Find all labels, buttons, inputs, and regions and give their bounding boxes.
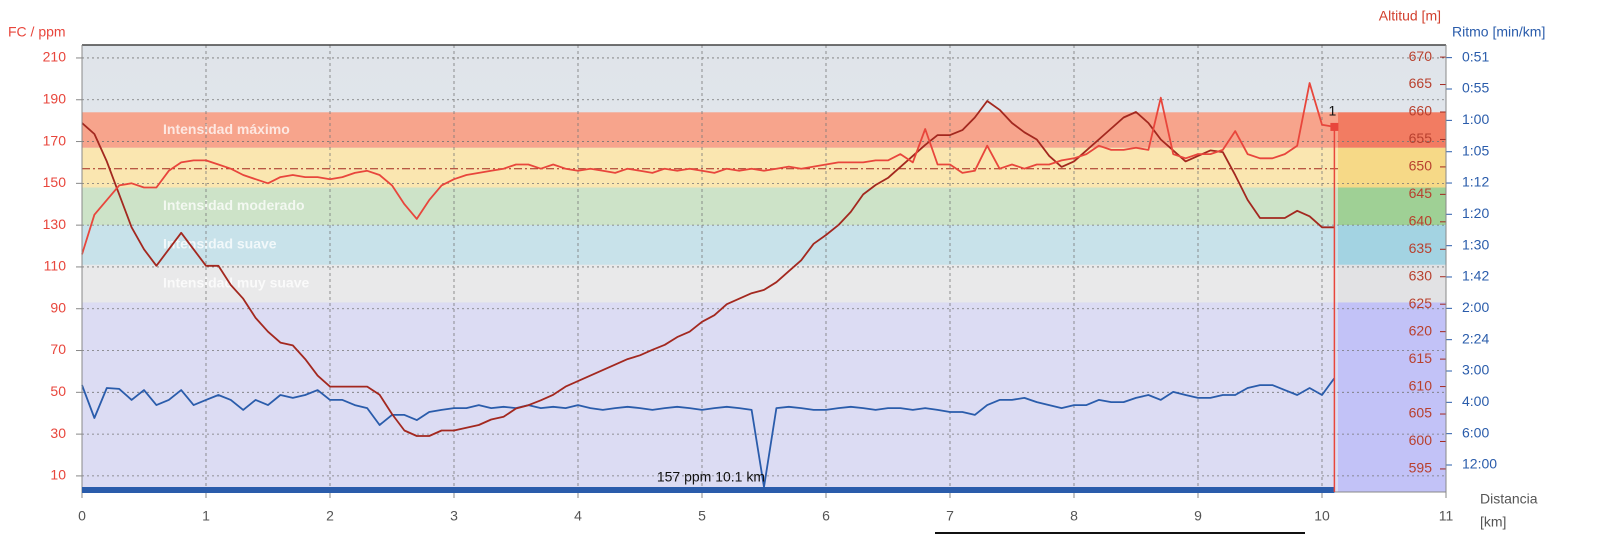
y2-tick-label: 645 xyxy=(1409,185,1433,201)
y-tick-label: 30 xyxy=(50,425,66,441)
zone-label: Intensidad máximo xyxy=(163,121,290,137)
y2-tick-label: 595 xyxy=(1409,460,1433,476)
x-tick-label: 5 xyxy=(698,508,706,524)
x-tick-label: 3 xyxy=(450,508,458,524)
zone-label: Intensidad moderado xyxy=(163,197,305,213)
y3-tick-label: 1:05 xyxy=(1462,142,1489,158)
y2-tick-label: 600 xyxy=(1409,432,1433,448)
y3-tick-label: 0:51 xyxy=(1462,48,1489,64)
y3-tick-label: 2:00 xyxy=(1462,299,1489,315)
y2-tick-label: 660 xyxy=(1409,103,1433,119)
y2-tick-label: 635 xyxy=(1409,240,1433,256)
y3-tick-label: 1:00 xyxy=(1462,111,1489,127)
y2-tick-label: 655 xyxy=(1409,130,1433,146)
y-tick-label: 90 xyxy=(50,299,66,315)
y3-tick-label: 12:00 xyxy=(1462,456,1497,472)
hr-zone xyxy=(82,225,1338,265)
hr-zone-right xyxy=(1338,225,1446,265)
y2-tick-label: 605 xyxy=(1409,405,1433,421)
y2-tick-label: 670 xyxy=(1409,48,1433,64)
y3-tick-label: 1:42 xyxy=(1462,268,1489,284)
y2-tick-label: 610 xyxy=(1409,377,1433,393)
series-line xyxy=(81,377,1336,488)
lap-label: 1 xyxy=(1329,103,1337,119)
lap-marker xyxy=(1330,122,1339,131)
x-tick-label: 10 xyxy=(1314,508,1330,524)
cursor-label: 157 ppm 10.1 km xyxy=(657,469,765,485)
y3-axis-title: Ritmo [min/km] xyxy=(1452,24,1545,40)
y-tick-label: 150 xyxy=(43,174,67,190)
series-line xyxy=(81,100,1335,437)
grid xyxy=(76,45,1452,498)
y-axis-title: FC / ppm xyxy=(8,24,66,40)
y-tick-label: 170 xyxy=(43,132,67,148)
y3-tick-label: 4:00 xyxy=(1462,393,1489,409)
x-tick-label: 11 xyxy=(1439,508,1454,524)
x-tick-label: 4 xyxy=(574,508,582,524)
y3-tick-label: 0:55 xyxy=(1462,80,1489,96)
y2-tick-label: 665 xyxy=(1409,75,1433,91)
y-tick-label: 50 xyxy=(50,383,66,399)
y2-tick-label: 630 xyxy=(1409,267,1433,283)
x-axis-title: Distancia xyxy=(1480,491,1538,507)
y3-tick-label: 1:12 xyxy=(1462,174,1489,190)
y-tick-label: 210 xyxy=(43,49,67,65)
zone-label: Intensidad muy suave xyxy=(163,274,309,290)
hr-zone xyxy=(82,302,1338,492)
hr-zone xyxy=(82,264,1338,303)
series-line xyxy=(81,82,1335,255)
y-tick-label: 110 xyxy=(44,258,67,274)
y2-tick-label: 625 xyxy=(1409,295,1433,311)
y2-tick-label: 615 xyxy=(1409,350,1433,366)
hr-zone-right xyxy=(1338,147,1446,188)
hr-zone-right xyxy=(1338,187,1446,226)
y3-tick-label: 3:00 xyxy=(1462,362,1489,378)
hr-zone-right xyxy=(1338,302,1446,492)
hr-zone xyxy=(82,187,1338,226)
y2-tick-label: 640 xyxy=(1409,213,1433,229)
y-tick-label: 130 xyxy=(43,216,67,232)
zone-label: Intensidad suave xyxy=(163,236,277,252)
x-tick-label: 6 xyxy=(822,508,830,524)
hr-zone-right xyxy=(1338,264,1446,303)
x-tick-label: 0 xyxy=(78,508,86,524)
y-tick-label: 10 xyxy=(50,467,66,483)
y3-tick-label: 1:20 xyxy=(1462,205,1489,221)
series xyxy=(81,82,1336,488)
y3-tick-label: 6:00 xyxy=(1462,424,1489,440)
x-tick-label: 8 xyxy=(1070,508,1078,524)
x-tick-label: 9 xyxy=(1194,508,1202,524)
x-axis-unit: [km] xyxy=(1480,514,1506,530)
progress-bar xyxy=(82,487,1335,493)
x-tick-label: 2 xyxy=(326,508,334,524)
x-tick-label: 1 xyxy=(202,508,210,524)
y2-tick-label: 620 xyxy=(1409,322,1433,338)
y3-tick-label: 2:24 xyxy=(1462,330,1489,346)
y2-tick-label: 650 xyxy=(1409,158,1433,174)
y-tick-label: 190 xyxy=(43,90,67,106)
y3-tick-label: 1:30 xyxy=(1462,236,1489,252)
hr-zone xyxy=(82,147,1338,188)
zones: Intensidad máximo Intensidad moderado Inte… xyxy=(82,112,1446,492)
x-tick-label: 7 xyxy=(946,508,954,524)
y-tick-label: 70 xyxy=(50,341,66,357)
y2-axis-title: Altitud [m] xyxy=(1379,8,1441,24)
